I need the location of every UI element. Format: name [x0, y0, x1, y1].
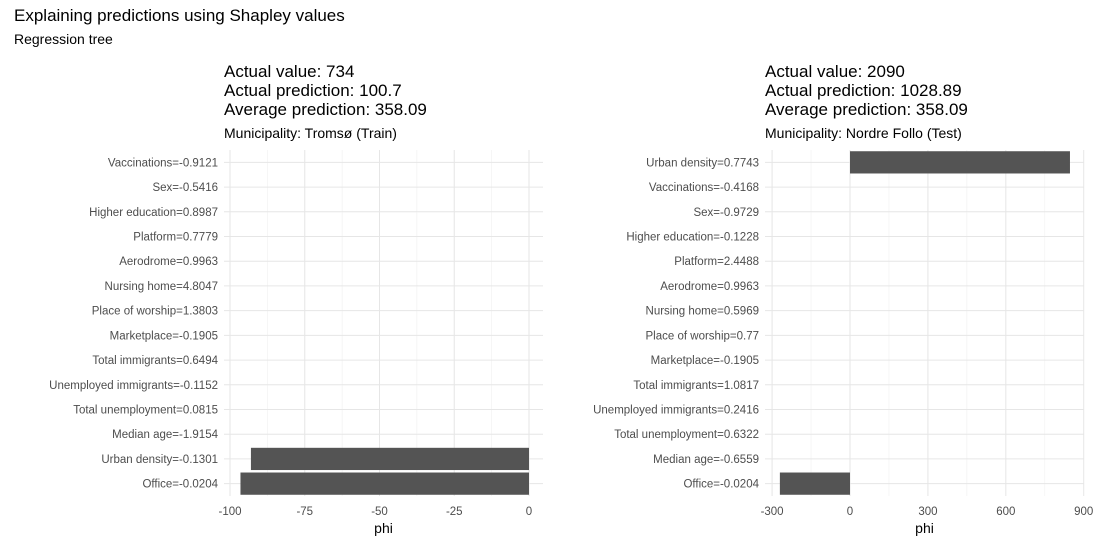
y-tick-label: Total immigrants=0.6494 [92, 355, 218, 367]
y-tick-label: Median age=-0.6559 [653, 454, 759, 466]
chart-title: Explaining predictions using Shapley val… [14, 6, 345, 25]
y-tick-label: Vaccinations=-0.4168 [649, 182, 759, 194]
y-tick-label: Sex=-0.5416 [152, 182, 218, 194]
bar [779, 472, 850, 495]
y-tick-label: Nursing home=4.8047 [105, 281, 218, 293]
x-tick-label: -300 [761, 506, 784, 518]
bar [250, 447, 529, 471]
y-tick-label: Platform=2.4488 [674, 256, 759, 268]
y-tick-label: Unemployed immigrants=0.2416 [593, 405, 759, 417]
panel-header-line: Average prediction: 358.09 [765, 100, 968, 119]
bar [240, 472, 529, 495]
y-tick-label: Nursing home=0.5969 [646, 306, 759, 318]
y-tick-label: Office=-0.0204 [683, 479, 759, 491]
facet-label: Municipality: Nordre Follo (Test) [765, 125, 962, 141]
x-tick-label: -25 [446, 506, 463, 518]
x-tick-label: 600 [996, 506, 1015, 518]
x-tick-label: -100 [218, 506, 241, 518]
x-tick-label: 900 [1074, 506, 1093, 518]
y-tick-label: Median age=-1.9154 [112, 429, 218, 441]
y-tick-label: Total unemployment=0.6322 [614, 429, 759, 441]
panel-header-line: Average prediction: 358.09 [224, 100, 427, 119]
x-tick-label: 0 [526, 506, 532, 518]
y-tick-label: Place of worship=1.3803 [92, 306, 218, 318]
y-tick-label: Urban density=0.7743 [646, 157, 759, 169]
y-tick-label: Total immigrants=1.0817 [633, 380, 759, 392]
y-tick-label: Higher education=0.8987 [89, 207, 218, 219]
y-tick-label: Aerodrome=0.9963 [119, 256, 218, 268]
y-tick-label: Vaccinations=-0.9121 [108, 157, 218, 169]
y-tick-label: Marketplace=-0.1905 [651, 355, 759, 367]
bar [850, 151, 1070, 174]
x-tick-label: 300 [918, 506, 937, 518]
y-tick-label: Sex=-0.9729 [693, 207, 759, 219]
y-tick-label: Urban density=-0.1301 [101, 454, 218, 466]
y-tick-label: Total unemployment=0.0815 [73, 405, 218, 417]
panel-header-line: Actual prediction: 1028.89 [765, 81, 962, 100]
panel-header-line: Actual prediction: 100.7 [224, 81, 402, 100]
chart-subtitle: Regression tree [14, 31, 113, 47]
x-tick-label: -75 [296, 506, 313, 518]
y-tick-label: Higher education=-0.1228 [626, 232, 759, 244]
panel-header-line: Actual value: 734 [224, 62, 354, 81]
y-tick-label: Platform=0.7779 [133, 232, 218, 244]
y-tick-label: Marketplace=-0.1905 [110, 330, 218, 342]
y-tick-label: Unemployed immigrants=-0.1152 [49, 380, 218, 392]
x-tick-label: -50 [371, 506, 388, 518]
x-axis-label: phi [915, 520, 934, 536]
y-tick-label: Aerodrome=0.9963 [660, 281, 759, 293]
x-axis-label: phi [374, 520, 393, 536]
panel-header-line: Actual value: 2090 [765, 62, 905, 81]
x-tick-label: 0 [847, 506, 853, 518]
facet-label: Municipality: Tromsø (Train) [224, 125, 397, 141]
y-tick-label: Office=-0.0204 [142, 479, 218, 491]
y-tick-label: Place of worship=0.77 [646, 330, 759, 342]
